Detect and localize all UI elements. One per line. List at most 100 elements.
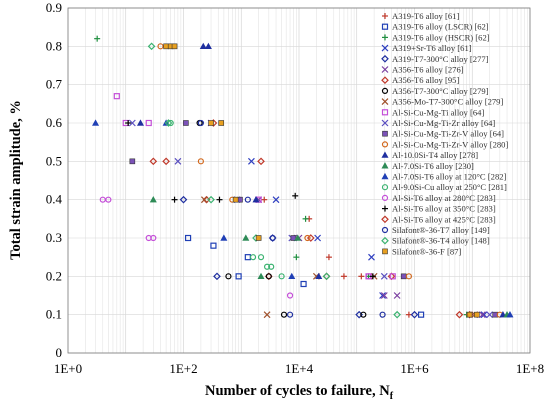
data-point [306,234,315,242]
legend-label: Silafont®-36-T7 alloy [149] [392,225,490,235]
data-point [197,119,204,127]
data-point [369,273,376,280]
data-point [200,196,208,204]
data-point [174,157,182,165]
data-point [360,311,367,318]
data-point [257,272,265,280]
legend-label: A319-T6 alloy [61] [392,11,459,21]
data-point [92,119,100,126]
legend-marker [381,215,389,224]
data-point [235,273,242,280]
legend-label: Al-Si-T6 alloy at 350°C [283] [392,204,496,214]
data-point [474,311,480,318]
legend-label: Al-Si-T6 alloy at 425°C [283] [392,214,496,224]
legend-label: Al-Si-Cu-Mg-Ti-Zr-V alloy [280] [392,139,508,149]
data-point [164,119,173,127]
data-point [263,263,271,270]
legend-label: A319-T6 alloy (LSCR) [62] [392,22,489,32]
x-tick-label: 1E+0 [54,361,82,376]
data-points [92,35,514,319]
data-point [255,235,262,241]
data-point [368,253,375,261]
data-point [286,311,294,318]
data-point [213,272,221,281]
legend-marker [381,54,389,63]
data-point [197,158,204,165]
y-tick-label: 0.8 [46,38,62,53]
data-point [210,242,217,249]
data-point [232,196,239,203]
data-point [286,292,294,299]
data-point [261,196,268,203]
legend-label: Al-Si-Cu-Mg-Ti-Zr alloy [64] [392,118,495,128]
y-tick-label: 0.4 [46,192,63,207]
legend-marker [381,66,389,73]
x-axis-title-subscript: f [390,391,394,402]
data-point [486,311,494,319]
data-point [278,273,285,280]
data-point [167,119,174,127]
data-point [94,35,101,42]
data-point [393,310,401,319]
legend-label: Al-Si-Cu-Mg-Ti-Zr-V alloy [64] [392,129,504,139]
legend-label: A319-T6 alloy (HSCR) [62] [392,32,490,42]
legend-marker [381,109,389,116]
data-point [379,311,386,318]
data-point [171,196,178,203]
data-point [125,120,132,126]
y-tick-label: 0.7 [46,77,63,92]
data-point [242,234,250,241]
data-point [128,119,136,127]
data-point [280,311,288,318]
data-point [293,254,300,261]
data-point [252,196,260,203]
data-point [294,234,302,241]
y-tick-label: 0.5 [46,153,62,168]
data-point [379,292,386,299]
legend-marker [381,141,389,148]
data-point [466,311,473,318]
data-point [225,273,232,280]
legend-label: A356-T6 alloy [95] [392,75,459,85]
data-point [162,157,170,166]
x-tick-label: 1E+8 [516,361,544,376]
data-point [322,272,331,281]
legend-label: A356-T6 alloy [276] [392,65,464,75]
legend-marker [382,248,388,255]
data-point [314,234,322,242]
data-point [358,273,365,280]
legend-marker [381,172,389,180]
data-point [216,196,223,203]
legend-label: A319-T7-300°C alloy [277] [392,54,489,64]
data-point [380,272,388,280]
data-point [204,42,212,50]
data-point [455,310,464,319]
data-point [288,272,296,280]
data-point [380,292,388,299]
legend-label: A319+Sr-T6 alloy [61] [392,43,472,53]
data-point [149,196,157,203]
data-point [220,234,228,241]
y-tick-label: 0.2 [46,268,62,283]
data-point [208,120,214,126]
data-point [272,196,280,204]
data-point [263,311,271,319]
data-point [300,280,307,288]
data-point [179,195,188,204]
data-point [218,120,225,126]
legend-label: Al-Si-Cu-Mg-Ti alloy [64] [392,107,484,117]
data-point [393,292,401,299]
legend-label: Al-7.0Si-T6 alloy at 120°C [282] [392,172,507,182]
y-tick-label: 0.6 [46,115,63,130]
legend-marker [381,162,389,169]
data-point [247,157,255,165]
data-point [244,254,251,261]
data-point [249,254,257,261]
x-tick-label: 1E+6 [400,361,429,376]
x-tick-label: 1E+2 [169,361,197,376]
data-point [405,273,413,280]
data-point [157,43,164,50]
legend-marker [381,194,389,201]
data-point [136,119,145,126]
